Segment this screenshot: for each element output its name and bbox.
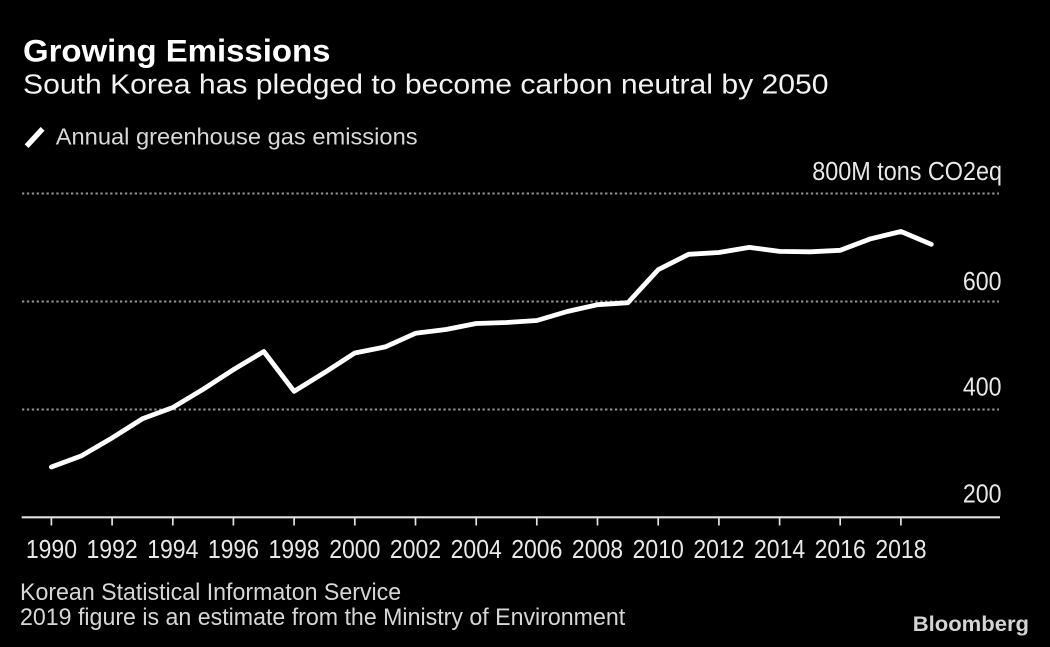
svg-text:2010: 2010	[633, 536, 684, 565]
svg-text:1996: 1996	[208, 536, 259, 565]
svg-text:1992: 1992	[87, 536, 138, 565]
svg-text:1990: 1990	[26, 536, 77, 565]
svg-text:2002: 2002	[390, 536, 441, 565]
svg-text:1994: 1994	[147, 536, 198, 565]
svg-text:2006: 2006	[511, 536, 562, 565]
svg-text:2012: 2012	[693, 536, 744, 565]
svg-text:Korean Statistical Informaton: Korean Statistical Informaton Service	[20, 579, 401, 605]
svg-text:2019 figure is an estimate fro: 2019 figure is an estimate from the Mini…	[20, 604, 626, 630]
svg-text:2000: 2000	[329, 536, 380, 565]
svg-text:2004: 2004	[451, 536, 502, 565]
svg-text:2014: 2014	[754, 536, 805, 565]
svg-text:2016: 2016	[815, 536, 866, 565]
svg-text:Growing Emissions: Growing Emissions	[23, 33, 330, 68]
svg-text:400: 400	[963, 373, 1002, 402]
svg-text:Annual greenhouse gas emission: Annual greenhouse gas emissions	[56, 124, 418, 150]
svg-text:600: 600	[963, 268, 1002, 297]
svg-text:1998: 1998	[269, 536, 320, 565]
svg-text:Bloomberg: Bloomberg	[913, 612, 1029, 635]
svg-text:2018: 2018	[875, 536, 926, 565]
svg-text:2008: 2008	[572, 536, 623, 565]
svg-text:800M tons CO2eq: 800M tons CO2eq	[812, 158, 1002, 186]
svg-text:South Korea has pledged to bec: South Korea has pledged to become carbon…	[23, 70, 829, 101]
svg-text:200: 200	[963, 480, 1002, 509]
